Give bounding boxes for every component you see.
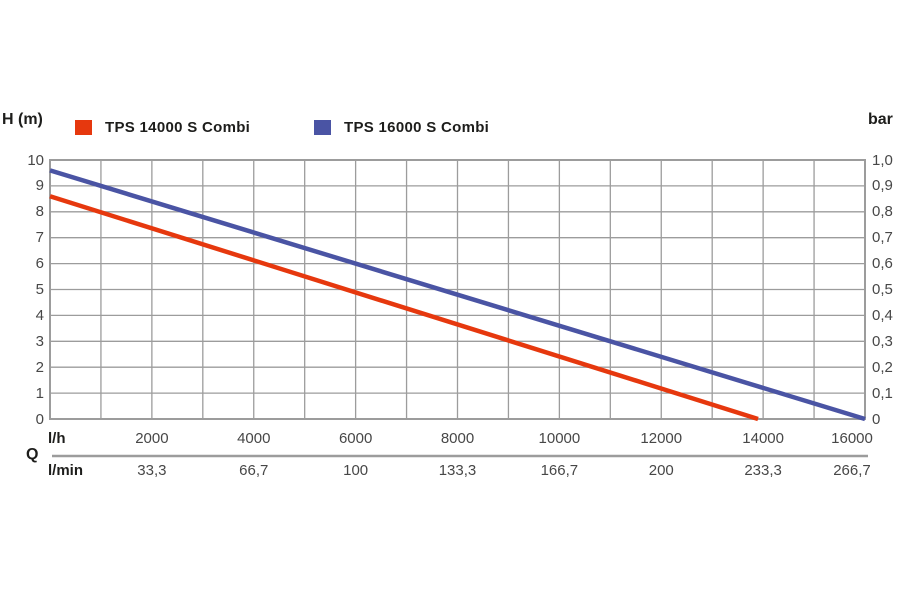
y-tick-left: 8 [35, 203, 44, 221]
y-tick-left: 0 [35, 410, 44, 428]
y-tick-right: 0,9 [872, 177, 893, 195]
y-tick-left: 5 [35, 281, 44, 298]
legend-item-tps-16000: TPS 16000 S Combi [314, 119, 489, 136]
x-tick-lmin: 133,3 [438, 462, 477, 479]
x-tick-lmin: 166,7 [540, 462, 579, 479]
legend-swatch-red-icon [75, 120, 92, 135]
x-tick-lmin: 66,7 [239, 462, 269, 479]
y-tick-right: 0,3 [872, 332, 893, 350]
legend-item-tps-14000: TPS 14000 S Combi [75, 119, 250, 136]
y-tick-right: 0,5 [872, 281, 893, 298]
y-tick-right: 0,4 [872, 306, 893, 324]
plot-frame [49, 159, 866, 420]
y-tick-left: 3 [35, 332, 44, 350]
y-tick-right: 0,6 [872, 255, 893, 273]
legend-label-tps-16000: TPS 16000 S Combi [344, 119, 490, 136]
y-tick-left: 7 [35, 229, 44, 247]
y-tick-left: 4 [35, 306, 44, 324]
x-axis-row1-label: l/h [48, 430, 66, 447]
x-tick-lh: 6000 [338, 430, 373, 447]
x-tick-lh: 14000 [742, 430, 784, 447]
x-tick-lh: 2000 [135, 430, 169, 447]
x-tick-lh: 10000 [538, 430, 581, 447]
legend-label-tps-14000: TPS 14000 S Combi [105, 119, 251, 136]
y-tick-left: 2 [35, 358, 44, 376]
y-tick-right: 0,2 [872, 358, 893, 376]
y-tick-left: 6 [35, 255, 44, 273]
x-tick-lmin: 233,3 [744, 462, 782, 479]
series-line-tps-16000-s-combi [49, 168, 866, 422]
x-tick-lmin: 100 [343, 462, 369, 479]
y-tick-right: 0,7 [872, 229, 893, 247]
x-tick-lh: 8000 [440, 430, 475, 447]
x-tick-lmin: 33,3 [137, 462, 167, 479]
x-tick-lh: 16000 [831, 430, 873, 447]
y-tick-left: 1 [35, 384, 44, 402]
x-tick-lmin: 200 [648, 462, 674, 479]
x-tick-lmin: 266,7 [833, 462, 871, 479]
y-tick-left: 10 [27, 151, 44, 169]
flow-axis-label: Q [26, 446, 39, 463]
y-tick-right: 0,1 [872, 384, 893, 402]
x-axis-row2-label: l/min [48, 462, 84, 479]
x-tick-lh: 12000 [640, 430, 683, 447]
left-axis-unit-label: H (m) [2, 111, 43, 128]
y-tick-right: 1,0 [872, 151, 893, 169]
series-line-tps-14000-s-combi [49, 194, 759, 422]
x-tick-lh: 4000 [237, 430, 271, 447]
y-tick-left: 9 [35, 177, 44, 195]
right-axis-unit-label: bar [868, 111, 893, 128]
legend-swatch-blue-icon [314, 120, 331, 135]
y-tick-right: 0 [872, 410, 881, 428]
y-tick-right: 0,8 [872, 203, 893, 221]
